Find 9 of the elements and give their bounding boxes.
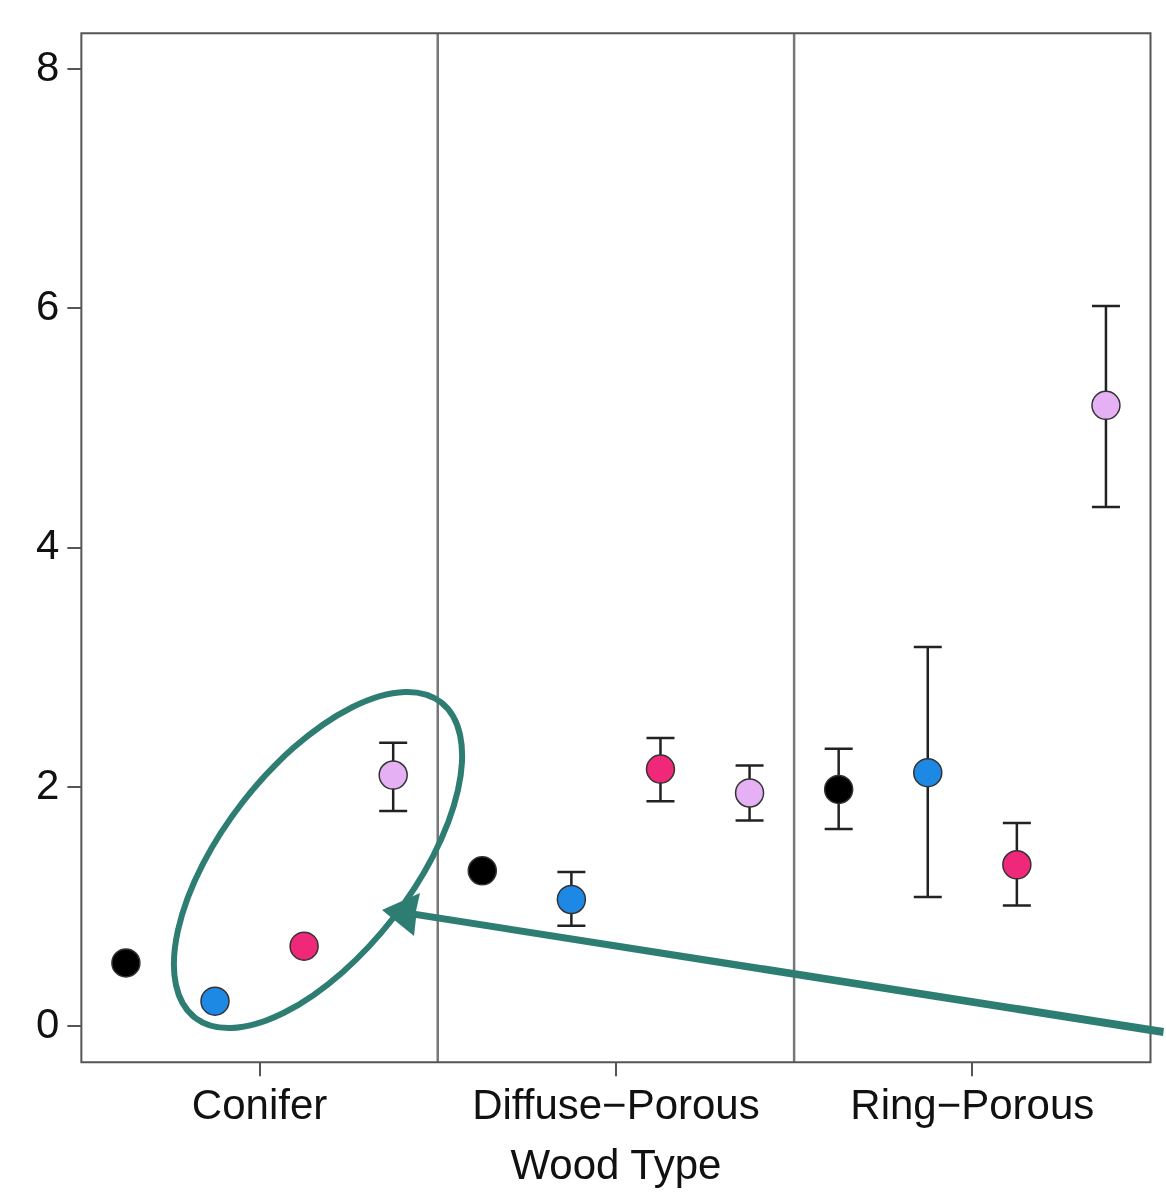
x-axis-title: Wood Type: [510, 1141, 722, 1189]
y-tick-label: 8: [36, 42, 60, 90]
y-tick-label: 0: [36, 999, 60, 1047]
x-tick-label: Conifer: [191, 1080, 328, 1128]
y-tick-label: 4: [36, 521, 60, 569]
x-tick-label: Diffuse−Porous: [472, 1080, 760, 1128]
y-tick-label: 2: [36, 760, 60, 808]
x-tick-label: Ring−Porous: [850, 1080, 1095, 1128]
y-tick-label: 6: [36, 281, 60, 329]
